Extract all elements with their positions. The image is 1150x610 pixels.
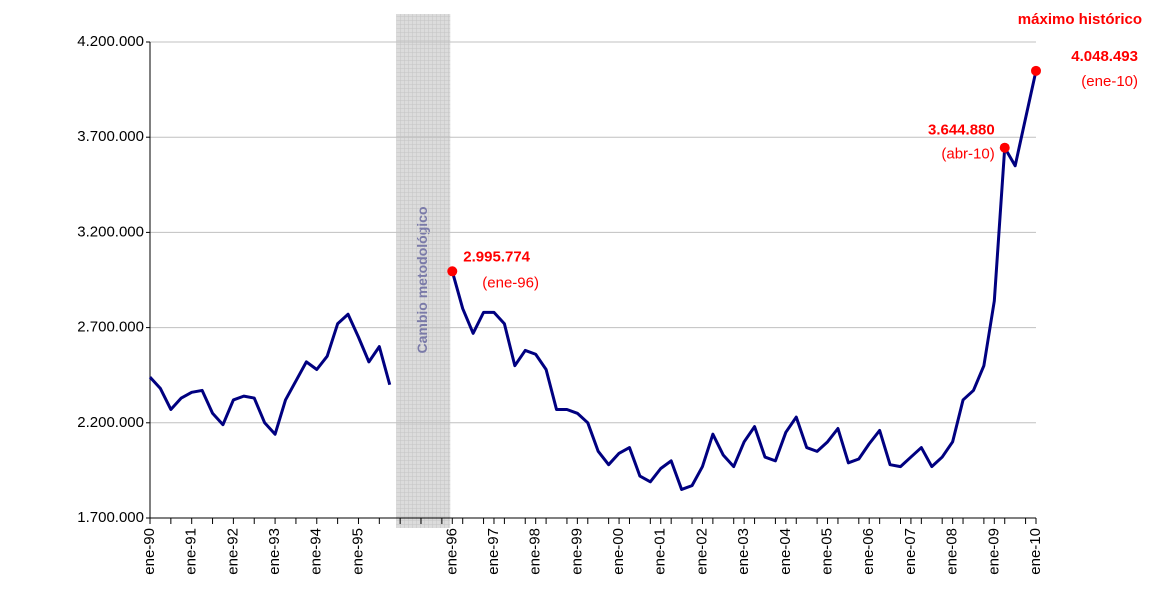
x-tick-label: ene-06 (860, 528, 877, 575)
y-tick-label: 2.700.000 (77, 319, 144, 336)
value-label: 4.048.493 (1071, 48, 1138, 65)
x-tick-label: ene-04 (777, 528, 794, 575)
x-tick-label: ene-90 (141, 528, 158, 575)
value-note: (ene-96) (482, 274, 539, 291)
x-tick-label: ene-05 (818, 528, 835, 575)
series-line (450, 70, 1038, 491)
y-tick-label: 4.200.000 (77, 33, 144, 50)
y-tick-label: 3.200.000 (77, 223, 144, 240)
x-tick-label: ene-03 (735, 528, 752, 575)
x-tick-label: ene-10 (1027, 528, 1044, 575)
value-note: (abr-10) (941, 146, 994, 163)
x-tick-label: ene-92 (224, 528, 241, 575)
highlight-point (1031, 65, 1041, 76)
x-tick-label: ene-00 (610, 528, 627, 575)
x-tick-label: ene-94 (308, 528, 325, 575)
x-tick-label: ene-09 (985, 528, 1002, 575)
series-line (148, 312, 392, 436)
methodology-band (396, 14, 451, 528)
value-note: (ene-10) (1081, 73, 1138, 90)
x-tick-label: ene-96 (443, 528, 460, 575)
annotation: máximo histórico (1018, 11, 1142, 28)
band-label: Cambio metodológico (414, 206, 430, 353)
y-tick-label: 3.700.000 (77, 128, 144, 145)
value-label: 2.995.774 (463, 248, 530, 265)
x-tick-label: ene-08 (944, 528, 961, 575)
x-tick-label: ene-93 (266, 528, 283, 575)
value-label: 3.644.880 (928, 122, 995, 139)
x-tick-label: ene-01 (652, 528, 669, 575)
x-tick-label: ene-91 (183, 528, 200, 575)
x-tick-label: ene-97 (485, 528, 502, 575)
x-tick-label: ene-02 (693, 528, 710, 575)
x-tick-label: ene-95 (349, 528, 366, 575)
y-tick-label: 2.200.000 (77, 414, 144, 431)
x-tick-label: ene-07 (902, 528, 919, 575)
highlight-point (447, 266, 458, 277)
y-tick-label: 1.700.000 (77, 509, 144, 526)
x-tick-label: ene-98 (527, 528, 544, 575)
x-tick-label: ene-99 (568, 528, 585, 575)
highlight-point (999, 142, 1010, 153)
